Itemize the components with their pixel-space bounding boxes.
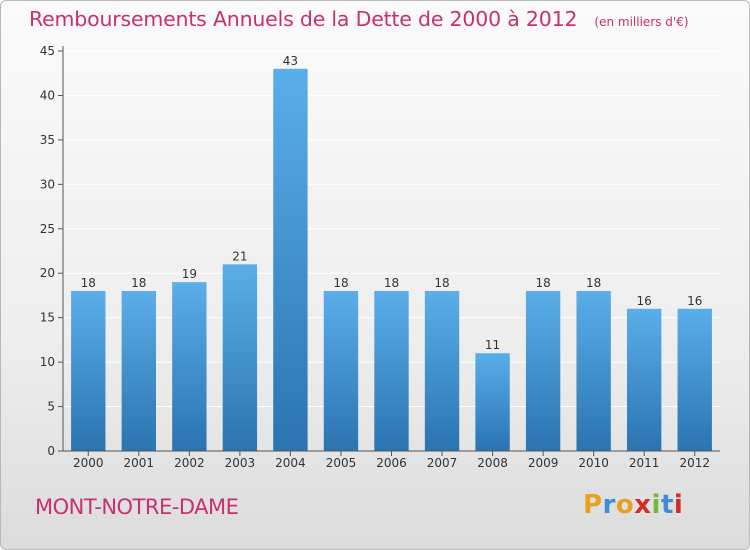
y-tick-label: 15 xyxy=(40,311,55,325)
chart-title: Remboursements Annuels de la Dette de 20… xyxy=(29,7,578,31)
brand-letter: i xyxy=(651,490,661,520)
bar-2011 xyxy=(627,308,662,451)
data-label: 18 xyxy=(434,276,449,290)
bar-2010 xyxy=(576,291,611,451)
x-tick-label: 2005 xyxy=(326,456,357,470)
data-label: 18 xyxy=(535,276,550,290)
data-label: 43 xyxy=(283,54,298,68)
data-label: 16 xyxy=(637,294,652,308)
y-tick-label: 30 xyxy=(40,177,55,191)
x-tick-label: 2010 xyxy=(578,456,609,470)
x-tick-label: 2007 xyxy=(427,456,458,470)
data-label: 18 xyxy=(586,276,601,290)
brand-letter: P xyxy=(583,490,603,520)
data-label: 18 xyxy=(81,276,96,290)
y-tick-label: 20 xyxy=(40,266,55,280)
bar-2000 xyxy=(71,291,106,451)
data-label: 16 xyxy=(687,294,702,308)
x-tick-label: 2009 xyxy=(528,456,559,470)
x-tick-label: 2012 xyxy=(679,456,710,470)
data-label: 18 xyxy=(384,276,399,290)
data-label: 11 xyxy=(485,338,500,352)
brand-logo: Proxiti xyxy=(583,490,683,520)
bar-2006 xyxy=(374,291,409,451)
bar-2012 xyxy=(677,308,712,451)
y-tick-label: 45 xyxy=(40,44,55,58)
chart-unit: (en milliers d'€) xyxy=(594,15,689,29)
x-tick-label: 2004 xyxy=(275,456,306,470)
y-tick-label: 40 xyxy=(40,88,55,102)
x-tick-label: 2001 xyxy=(124,456,155,470)
axes xyxy=(58,46,720,456)
y-tick-label: 0 xyxy=(47,444,55,458)
y-tick-label: 25 xyxy=(40,222,55,236)
y-tick-label: 10 xyxy=(40,355,55,369)
bar-2005 xyxy=(323,291,359,451)
bar-2009 xyxy=(525,291,561,451)
commune-name: MONT-NOTRE-DAME xyxy=(35,495,239,519)
data-label: 21 xyxy=(232,249,247,263)
bar-2001 xyxy=(121,291,156,451)
y-tick-label: 35 xyxy=(40,133,55,147)
labels: 0 5 10 15 20 25 30 35 40 45 2000 18 2001 18 2002 19 2003… xyxy=(40,44,710,470)
bar-2008 xyxy=(475,353,510,451)
data-label: 18 xyxy=(131,276,146,290)
brand-letter: x xyxy=(634,490,652,520)
bar-2003 xyxy=(222,264,258,451)
x-tick-label: 2008 xyxy=(477,456,508,470)
brand-letter: r xyxy=(602,490,616,520)
bar-2002 xyxy=(172,282,207,451)
bar-2004 xyxy=(273,68,308,452)
x-tick-label: 2011 xyxy=(629,456,660,470)
data-label: 19 xyxy=(182,267,197,281)
x-tick-label: 2006 xyxy=(376,456,407,470)
y-tick-label: 5 xyxy=(47,400,55,414)
brand-letter: o xyxy=(615,490,635,520)
bar-2007 xyxy=(424,291,460,451)
title-block: Remboursements Annuels de la Dette de 20… xyxy=(29,7,689,31)
bars xyxy=(71,68,712,452)
brand-letter: i xyxy=(673,490,684,520)
x-tick-label: 2003 xyxy=(225,456,256,470)
x-tick-label: 2000 xyxy=(73,456,104,470)
x-tick-label: 2002 xyxy=(174,456,205,470)
data-label: 18 xyxy=(333,276,348,290)
brand-letter: t xyxy=(660,490,674,520)
